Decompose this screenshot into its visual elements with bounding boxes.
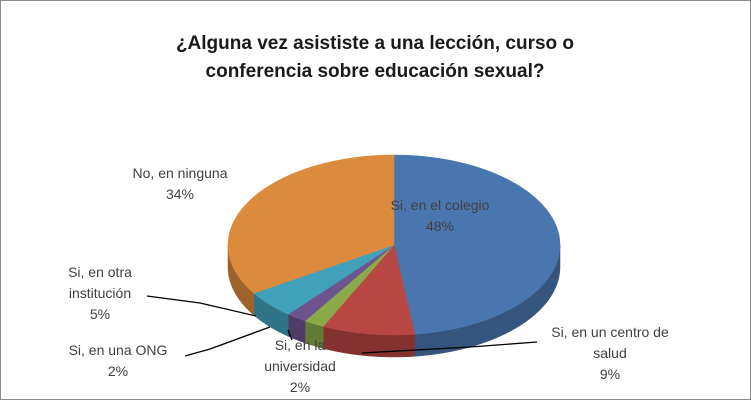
- data-label: Si, en una ONG 2%: [53, 340, 183, 382]
- category-label: Si, en otra institución: [68, 264, 132, 301]
- leader-line: [184, 326, 271, 357]
- category-label: Si, en una ONG: [68, 342, 168, 358]
- pie-slice: [287, 244, 395, 322]
- data-label: Si, en un centro de salud 9%: [551, 322, 669, 385]
- leader-line: [146, 295, 257, 317]
- pie-slice: [322, 244, 416, 336]
- category-label: Si, en el colegio: [390, 197, 490, 213]
- leader-line: [287, 329, 293, 341]
- category-label: Si, en un centro de salud: [551, 324, 669, 361]
- value-label: 34%: [165, 186, 195, 202]
- data-label: Si, en el colegio 48%: [365, 195, 515, 237]
- pie-slice: [393, 154, 561, 335]
- pie-slice: [227, 154, 395, 294]
- data-label: Si, en otra institución 5%: [53, 262, 148, 325]
- value-label: 48%: [425, 218, 455, 234]
- leader-lines: [146, 295, 538, 357]
- pie-slice: [253, 244, 395, 315]
- data-label: No, en ninguna 34%: [115, 163, 245, 205]
- value-label: 2%: [289, 379, 311, 395]
- value-label: 2%: [107, 363, 129, 379]
- pie: [227, 154, 561, 358]
- leader-line: [361, 341, 538, 354]
- category-label: No, en ninguna: [132, 165, 228, 181]
- pie-slice: [304, 244, 395, 327]
- chart-title: ¿Alguna vez asististe a una lección, cur…: [175, 33, 575, 82]
- value-label: 5%: [89, 306, 111, 322]
- value-label: 9%: [599, 366, 621, 382]
- category-label: Si, en la universidad: [264, 337, 336, 374]
- data-label: Si, en la universidad 2%: [255, 335, 345, 398]
